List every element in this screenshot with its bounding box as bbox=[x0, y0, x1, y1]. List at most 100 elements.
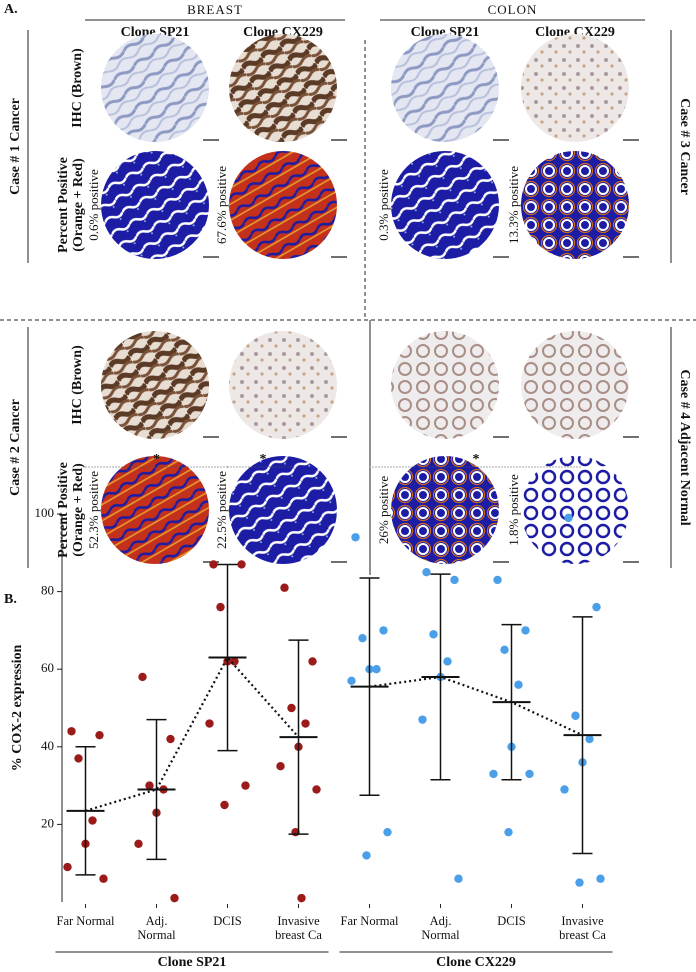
data-point bbox=[422, 568, 431, 577]
percent-positive-label: 0.3% positive bbox=[376, 169, 391, 241]
percent-positive-label: 67.6% positive bbox=[214, 166, 229, 244]
percent-positive-label: 52.3% positive bbox=[86, 471, 101, 549]
data-point bbox=[170, 893, 179, 903]
panel-a: A. BREAST Clone SP21 Clone CX229 COLON Clone … bbox=[0, 2, 696, 575]
data-point bbox=[525, 769, 534, 779]
data-point bbox=[521, 626, 530, 635]
y-tick-label: 40 bbox=[41, 738, 54, 753]
panel-label: B. bbox=[4, 592, 17, 607]
panel-b: B. 20 40 60 80 100 % COX-2 expression Clone SP2… bbox=[4, 452, 613, 970]
data-point bbox=[514, 680, 523, 689]
row-label: (Orange + Red) bbox=[71, 463, 86, 557]
data-point bbox=[362, 851, 371, 860]
data-point bbox=[138, 672, 147, 682]
data-point bbox=[287, 703, 296, 713]
data-point bbox=[205, 719, 214, 728]
tissue-core-image bbox=[521, 456, 629, 564]
clone-header: Clone SP21 bbox=[411, 25, 480, 40]
row-label: Percent Positive bbox=[56, 157, 71, 253]
data-point bbox=[450, 575, 459, 585]
group-label: Clone CX229 bbox=[436, 955, 516, 970]
tissue-core-image bbox=[229, 456, 337, 564]
y-tick-label: 60 bbox=[41, 660, 54, 675]
tissue-core-image bbox=[229, 151, 337, 259]
data-point bbox=[276, 762, 285, 771]
clone-header: Clone CX229 bbox=[535, 25, 615, 40]
data-point bbox=[592, 602, 601, 612]
data-point bbox=[585, 734, 594, 744]
data-point bbox=[372, 665, 381, 674]
tissue-core-image bbox=[521, 331, 629, 439]
percent-positive-label: 22.5% positive bbox=[214, 471, 229, 549]
x-tick-label: Far Normal bbox=[56, 914, 115, 928]
group-label: Clone SP21 bbox=[158, 955, 227, 970]
data-point bbox=[297, 893, 306, 903]
case-label: Case # 4 Adjacent Normal bbox=[677, 369, 692, 525]
data-point bbox=[358, 633, 367, 643]
case-label: Case # 2 Cancer bbox=[8, 399, 23, 496]
percent-positive-label: 0.6% positive bbox=[86, 169, 101, 241]
data-point bbox=[575, 878, 584, 887]
data-point bbox=[74, 754, 83, 763]
data-point bbox=[88, 816, 97, 825]
data-point bbox=[418, 715, 427, 724]
mean-trend-line bbox=[85, 655, 300, 812]
y-tick-label: 20 bbox=[41, 815, 54, 830]
percent-positive-label: 13.3% positive bbox=[506, 166, 521, 244]
data-point bbox=[301, 719, 310, 728]
data-point bbox=[379, 626, 388, 635]
x-tick-label: Adj. Normal bbox=[421, 914, 460, 942]
data-point bbox=[493, 575, 502, 585]
tissue-core-image bbox=[229, 34, 337, 142]
row-label: (Orange + Red) bbox=[71, 158, 86, 252]
tissue-core-image bbox=[101, 456, 209, 564]
data-point bbox=[63, 862, 72, 872]
row-label: IHC (Brown) bbox=[70, 345, 85, 425]
row-label: IHC (Brown) bbox=[70, 48, 85, 128]
data-point bbox=[560, 785, 569, 794]
x-tick-label: Far Normal bbox=[340, 914, 399, 928]
data-point bbox=[209, 560, 218, 569]
data-point bbox=[500, 645, 509, 654]
case-label: Case # 3 Cancer bbox=[677, 98, 692, 195]
data-point bbox=[347, 676, 356, 686]
tissue-core-image bbox=[391, 331, 499, 439]
clone-header: Clone SP21 bbox=[121, 25, 190, 40]
tissue-core-image bbox=[521, 151, 629, 259]
percent-positive-label: 1.8% positive bbox=[506, 474, 521, 546]
data-point bbox=[571, 711, 580, 720]
data-point bbox=[308, 657, 317, 666]
percent-positive-label: 26% positive bbox=[376, 476, 391, 544]
tissue-core-image bbox=[101, 34, 209, 142]
x-tick-label: Adj. Normal bbox=[137, 914, 176, 942]
tissue-core-image bbox=[391, 151, 499, 259]
data-point bbox=[489, 769, 498, 779]
data-point bbox=[134, 839, 143, 848]
data-point bbox=[351, 533, 360, 542]
x-tick-label: Invasive breast Ca bbox=[275, 914, 322, 942]
significance-star: * bbox=[473, 452, 480, 467]
data-point bbox=[95, 730, 104, 740]
row-label: Percent Positive bbox=[56, 462, 71, 558]
data-point bbox=[564, 513, 573, 523]
tissue-header: COLON bbox=[488, 2, 538, 17]
tissue-core-image bbox=[391, 456, 499, 564]
data-point bbox=[166, 734, 175, 744]
case-label: Case # 1 Cancer bbox=[8, 98, 23, 195]
tissue-core-image bbox=[521, 34, 629, 142]
mean-trend-line bbox=[369, 675, 583, 737]
x-tick-label: DCIS bbox=[497, 914, 526, 928]
data-point bbox=[241, 781, 250, 790]
data-point bbox=[312, 785, 321, 794]
tissue-core-image bbox=[391, 34, 499, 142]
data-point bbox=[383, 827, 392, 837]
tissue-core-image bbox=[101, 331, 209, 439]
data-point bbox=[216, 602, 225, 612]
data-point bbox=[454, 874, 463, 883]
data-point bbox=[237, 560, 246, 569]
data-point bbox=[596, 874, 605, 883]
tissue-core-image bbox=[101, 151, 209, 259]
data-point bbox=[504, 827, 513, 837]
x-tick-label: Invasive breast Ca bbox=[559, 914, 606, 942]
